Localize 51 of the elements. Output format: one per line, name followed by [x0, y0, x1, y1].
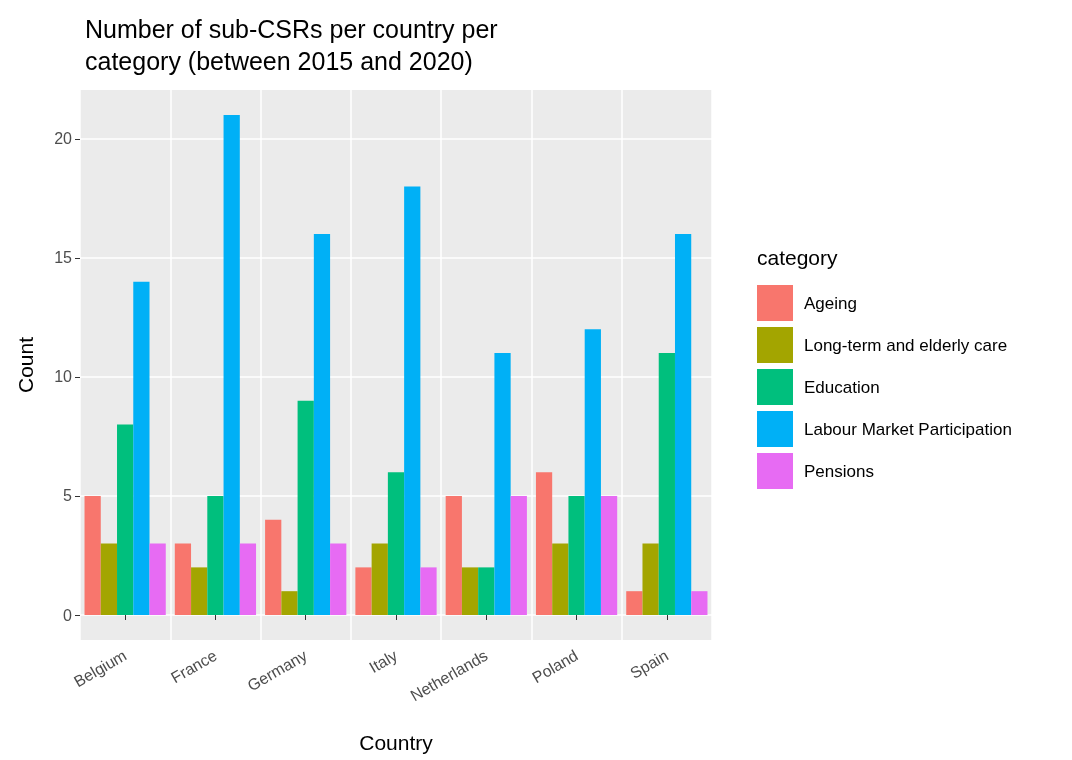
bar	[691, 591, 708, 615]
x-axis-title: Country	[359, 731, 434, 754]
bar	[133, 281, 150, 615]
y-tick-label: 10	[54, 368, 73, 386]
x-tick-label: Italy	[366, 646, 401, 677]
bar	[510, 495, 527, 615]
bar	[223, 115, 240, 615]
bar	[568, 495, 585, 615]
bar	[600, 495, 618, 615]
bar	[674, 234, 692, 615]
legend-label: Long-term and elderly care	[804, 335, 1008, 355]
bar	[297, 400, 314, 615]
bar	[494, 353, 511, 615]
bar	[239, 543, 257, 615]
bar	[420, 567, 437, 615]
bar	[642, 543, 659, 615]
legend-title: category	[757, 246, 839, 269]
bar	[330, 543, 347, 615]
bar	[265, 519, 282, 615]
bar	[174, 543, 192, 615]
y-axis-title: Count	[14, 336, 37, 394]
bar	[355, 567, 372, 615]
bar	[191, 567, 208, 615]
bar	[584, 329, 601, 615]
chart-title: Number of sub-CSRs per country per category (between 2015 and 2020)	[85, 15, 498, 75]
bar	[100, 543, 118, 615]
y-tick-label: 0	[63, 606, 73, 624]
bar	[84, 495, 101, 615]
bar	[281, 591, 298, 615]
bar	[404, 186, 421, 615]
bar	[626, 591, 643, 615]
bar	[207, 495, 224, 615]
bar	[461, 567, 479, 615]
legend-label: Ageing	[804, 293, 857, 313]
bar	[552, 543, 569, 615]
bar	[478, 567, 495, 615]
legend-label: Education	[804, 377, 880, 397]
y-tick-label: 5	[63, 487, 73, 505]
bar	[658, 353, 675, 615]
y-tick-label: 20	[54, 130, 73, 148]
bar	[117, 424, 134, 615]
bar	[535, 472, 553, 615]
bar	[371, 543, 388, 615]
legend-label: Pensions	[804, 461, 874, 481]
bar	[313, 234, 331, 615]
bar	[387, 472, 405, 615]
x-tick-label: Spain	[627, 646, 672, 682]
legend-label: Labour Market Participation	[804, 419, 1012, 439]
bar	[149, 543, 166, 615]
y-tick-label: 15	[54, 249, 73, 267]
bar	[445, 495, 462, 615]
